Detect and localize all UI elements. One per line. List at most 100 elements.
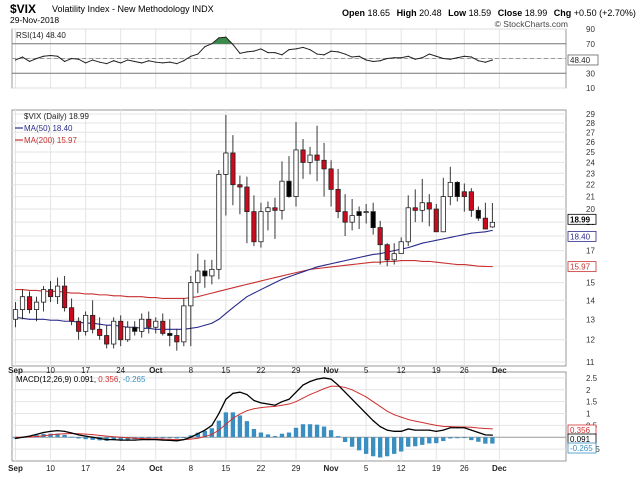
candle-body — [202, 270, 208, 277]
rsi-point — [365, 59, 367, 61]
candle-body — [69, 307, 75, 322]
macd-histogram-bar — [139, 437, 144, 439]
ma200-point — [449, 263, 451, 265]
ma200-point — [106, 294, 108, 296]
macd-signal-point — [197, 437, 199, 439]
rsi-point — [330, 50, 332, 52]
ma200-point — [407, 260, 409, 262]
ma200-point — [127, 296, 129, 298]
price-candle — [370, 202, 376, 235]
price-x-tick-label: Oct — [149, 366, 163, 375]
macd-point — [42, 431, 45, 434]
macd-signal-point — [106, 435, 108, 437]
ma200-point — [456, 264, 458, 266]
ma50-point — [64, 320, 66, 322]
rsi-point — [309, 49, 311, 51]
price-candle — [356, 206, 362, 230]
macd-point — [358, 405, 360, 408]
macd-point — [414, 429, 416, 431]
macd-point — [239, 391, 241, 393]
macd-histogram-bar — [385, 437, 390, 457]
candle-body — [279, 180, 285, 211]
price-candle — [181, 298, 187, 347]
ma200-point — [295, 272, 297, 274]
candle-body — [321, 159, 327, 170]
candle-body — [139, 318, 145, 332]
ma200-point — [148, 297, 150, 299]
ma200-point — [274, 277, 276, 279]
price-tick-label: 29 — [586, 110, 595, 119]
macd-histogram-bar — [328, 430, 334, 438]
ma50-point — [316, 266, 318, 268]
price-x-tick-label: 22 — [256, 366, 265, 375]
macd-panel: 2.521.510.5-0.5MACD(12,26,9) 0.091, 0.35… — [11, 371, 600, 462]
macd-signal-point — [309, 394, 311, 396]
rsi-tick-label: 90 — [586, 25, 595, 34]
rsi-point — [421, 57, 423, 59]
price-candle — [230, 135, 236, 206]
price-candle — [377, 220, 383, 265]
low-value: 18.59 — [469, 8, 492, 18]
candle-body — [40, 289, 47, 303]
price-candle — [40, 286, 47, 312]
price-candle — [76, 317, 82, 340]
macd-point — [134, 439, 136, 441]
price-candle — [146, 311, 152, 334]
price-candle — [195, 253, 201, 294]
rsi-point — [435, 55, 437, 57]
macd-histogram-bar — [370, 437, 376, 457]
candle-body — [76, 320, 82, 332]
ma50-point — [491, 229, 493, 231]
ma50-point — [29, 318, 31, 320]
macd-histogram-bar — [76, 437, 81, 439]
price-candle — [33, 296, 40, 322]
candle-body — [104, 335, 110, 345]
macd-signal-point — [316, 391, 318, 393]
macd-point — [99, 437, 101, 440]
rsi-point — [463, 55, 465, 57]
macd-signal-point — [148, 438, 150, 440]
ma200-point — [288, 273, 290, 275]
price-x-tick-label: 8 — [189, 366, 194, 375]
candle-body — [12, 309, 19, 320]
macd-signal-point — [379, 405, 381, 407]
macd-point — [288, 398, 290, 400]
candle-body — [97, 328, 103, 336]
macd-signal-point — [169, 438, 171, 440]
macd-legend-hist: -0.265 — [123, 375, 146, 384]
macd-histogram-bar — [300, 424, 306, 438]
macd-histogram-bar — [349, 437, 355, 447]
price-x-tick-label: Sep — [8, 366, 23, 375]
ma50-point — [477, 231, 479, 233]
macd-tick-label: 2 — [586, 386, 591, 395]
macd-signal-point — [246, 410, 248, 412]
rsi-point — [414, 58, 416, 60]
macd-point — [477, 431, 479, 434]
macd-x-tick-label: Oct — [149, 464, 163, 473]
price-candle — [139, 313, 145, 338]
ma50-point — [463, 234, 465, 236]
candle-body — [419, 202, 425, 211]
price-tick-label: 28 — [586, 119, 595, 128]
price-candle — [244, 176, 250, 244]
price-candle — [83, 311, 89, 336]
ma200-point — [162, 297, 164, 299]
candle-body — [146, 318, 152, 328]
candle-body — [398, 241, 404, 255]
ma200-point — [253, 282, 255, 284]
ma200-point — [176, 297, 178, 299]
ma200-point — [92, 293, 94, 295]
price-candle — [132, 321, 138, 336]
macd-point — [246, 393, 248, 396]
high-value: 20.48 — [419, 8, 442, 18]
macd-signal-point — [470, 426, 472, 428]
rsi-point — [113, 60, 115, 62]
macd-signal-point — [204, 436, 206, 438]
price-candle — [405, 195, 411, 247]
rsi-point — [372, 60, 374, 63]
ma200-point — [267, 278, 269, 280]
macd-signal-point — [281, 404, 283, 406]
ma50-point — [295, 273, 297, 275]
chart-date: 29-Nov-2018 — [10, 15, 59, 25]
candle-body — [209, 268, 215, 277]
